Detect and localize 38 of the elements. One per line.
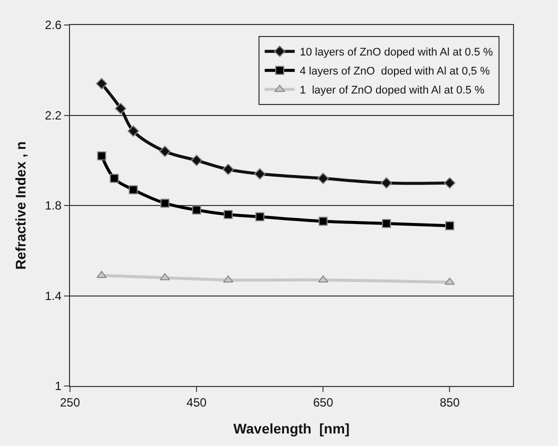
point: [444, 278, 455, 285]
point: [318, 216, 328, 226]
point: [96, 270, 107, 278]
point: [224, 210, 233, 220]
x-tick-label: 450: [186, 395, 207, 410]
y-tick-label: 1: [54, 379, 62, 394]
point: [190, 154, 202, 166]
point: [97, 151, 106, 160]
point: [160, 198, 170, 208]
point: [159, 146, 171, 158]
point: [114, 102, 126, 114]
point: [128, 185, 138, 194]
x-tick-label: 850: [440, 395, 460, 410]
point: [380, 177, 392, 189]
point: [96, 78, 108, 90]
point: [255, 212, 264, 222]
y-axis-title: Refractive Index , n: [12, 141, 29, 270]
point: [222, 164, 234, 176]
legend-label: 10 layers of ZnO doped with Al at 0.5 %: [300, 46, 494, 59]
y-tick-label: 1.4: [44, 288, 62, 303]
point: [444, 177, 456, 189]
y-tick-label: 2.2: [44, 108, 62, 122]
point: [382, 219, 391, 228]
legend-label: 4 layers of ZnO doped with Al at 0,5 %: [300, 66, 490, 78]
point: [128, 125, 139, 137]
legend-label: 1 layer of ZnO doped with Al at 0.5 %: [300, 84, 485, 97]
y-tick-label: 2.6: [44, 18, 62, 32]
x-tick-label: 250: [60, 395, 80, 410]
point: [317, 172, 329, 184]
point: [445, 221, 454, 230]
point: [223, 275, 234, 282]
point: [192, 206, 202, 215]
x-tick-label: 650: [313, 395, 334, 410]
point: [318, 275, 328, 282]
y-tick-label: 1.8: [44, 198, 62, 213]
point: [110, 174, 119, 183]
x-axis-title: Wavelength [nm]: [233, 420, 350, 437]
point: [254, 168, 266, 180]
